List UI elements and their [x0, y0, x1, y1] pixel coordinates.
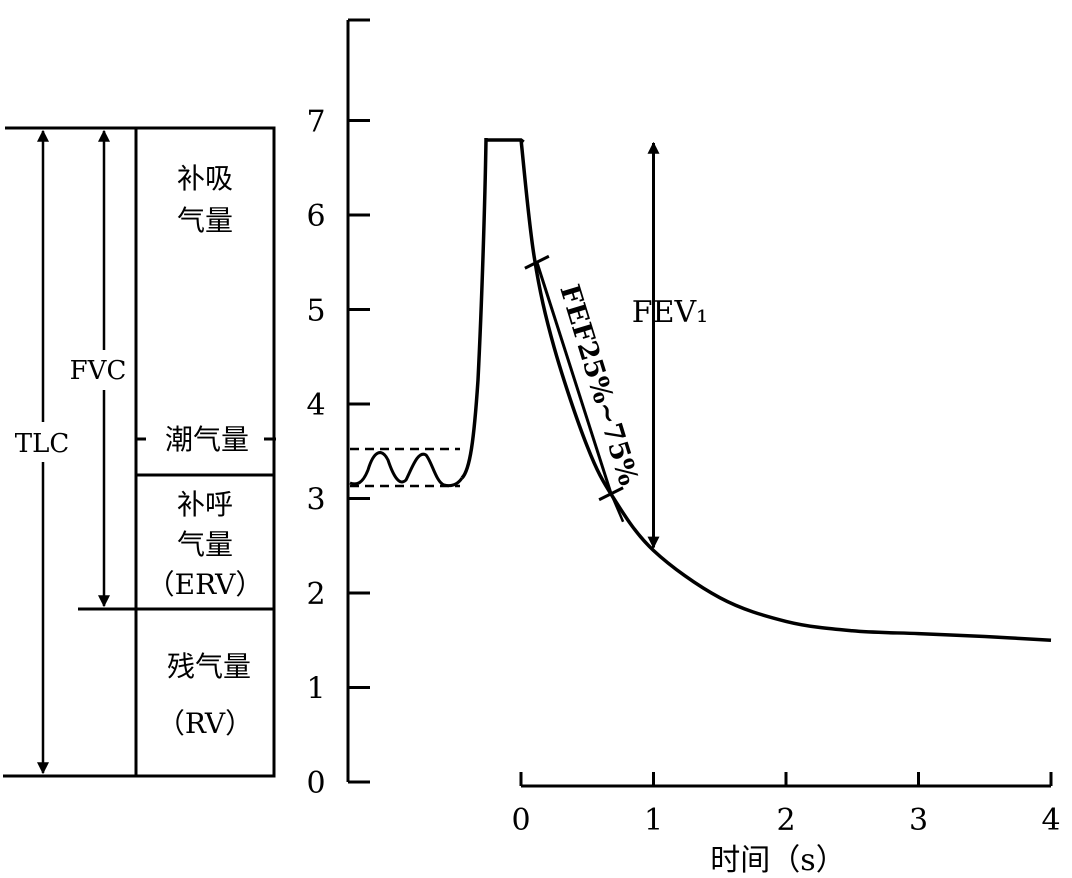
fef-chord-line — [535, 261, 613, 495]
fef-tail-mark — [609, 493, 625, 523]
y-axis-ticks: 0 1 2 3 4 5 6 7 — [306, 18, 370, 801]
rv-label: 残气量 — [167, 650, 251, 683]
y-tick-label: 6 — [306, 199, 325, 234]
y-tick-label: 5 — [306, 294, 325, 329]
x-axis-ticks: 0 1 2 3 4 — [511, 772, 1061, 838]
x-tick-label: 4 — [1041, 803, 1060, 838]
y-tick-label: 4 — [306, 388, 325, 423]
tidal-volume-label: 潮气量 — [165, 423, 249, 456]
y-tick-label: 1 — [306, 672, 325, 707]
irv-label-line2: 气量 — [177, 204, 233, 237]
fev1-label: FEV₁ — [632, 295, 708, 330]
max-inspiration-trace — [460, 138, 488, 480]
irv-label-line1: 补吸 — [177, 162, 233, 195]
x-tick-label: 0 — [511, 803, 530, 838]
y-tick-label: 0 — [306, 766, 325, 801]
forced-expiration-chart: FEF25%~75%FEV₁ — [486, 138, 1052, 643]
x-tick-label: 2 — [776, 803, 795, 838]
y-tick-label: 7 — [306, 105, 325, 140]
y-tick-label: 2 — [306, 577, 325, 612]
x-axis-title: 时间（s） — [710, 843, 845, 878]
fef-cross-mark — [524, 254, 550, 270]
erv-label-line2: 气量 — [177, 528, 233, 561]
forced-expiration-curve — [519, 139, 1052, 643]
plateau-line — [486, 138, 525, 144]
x-tick-label: 1 — [644, 803, 663, 838]
rv-label-abbr: （RV） — [157, 707, 253, 740]
x-axis: 0 1 2 3 4 时间（s） — [511, 772, 1061, 878]
fvc-label: FVC — [70, 356, 127, 386]
lung-volume-diagram: TLC FVC 补吸 气量 潮气量 补呼 气量 （ERV） 残气量 （RV） — [3, 126, 276, 778]
erv-label-line1: 补呼 — [177, 488, 233, 521]
tidal-breathing-trace — [349, 451, 464, 488]
x-tick-label: 3 — [909, 803, 928, 838]
tlc-label: TLC — [15, 429, 70, 459]
erv-label-abbr: （ERV） — [147, 568, 264, 601]
pre-test-breathing — [349, 138, 488, 488]
y-axis: 0 1 2 3 4 5 6 7 — [306, 18, 370, 801]
y-tick-label: 3 — [306, 483, 325, 518]
